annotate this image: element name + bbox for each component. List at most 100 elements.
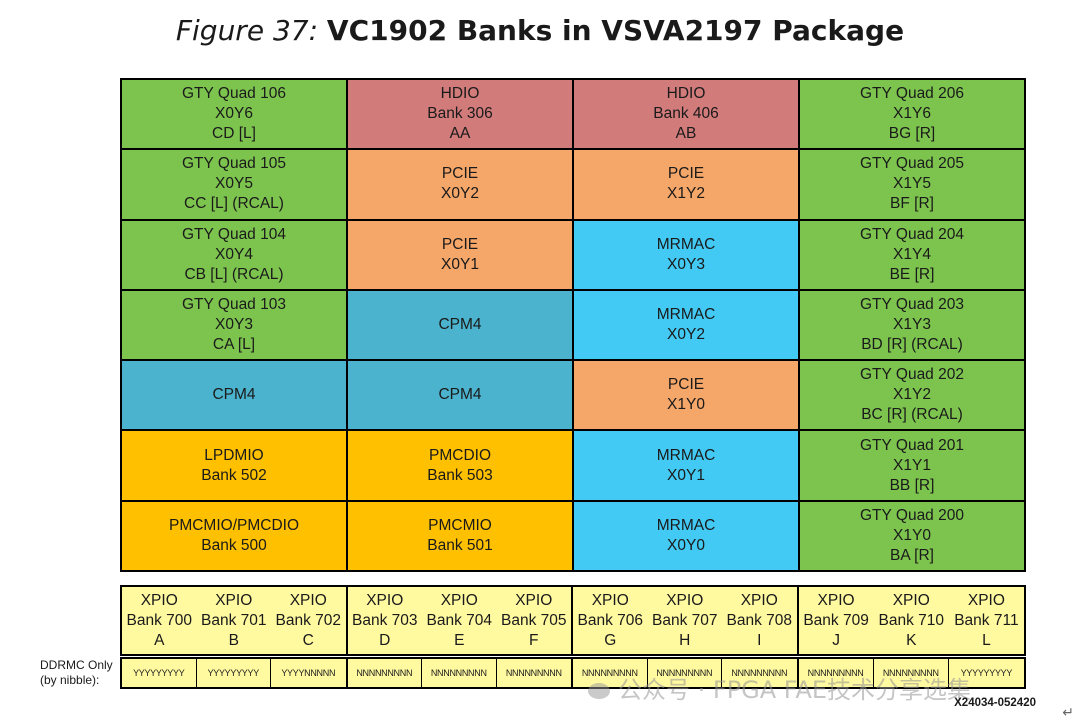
bank-cell-line: GTY Quad 202: [860, 366, 964, 384]
xpio-name: XPIO: [215, 591, 253, 609]
bank-cell-line: X1Y2: [893, 386, 931, 404]
bank-cell-line: Bank 406: [653, 105, 719, 123]
bank-cell-line: CB [L] (RCAL): [184, 265, 284, 283]
xpio-name: XPIO: [366, 591, 404, 609]
ddrmc-nibble: NNNNNNNNN: [505, 668, 562, 678]
xpio-letter: C: [302, 631, 314, 649]
return-icon: ↵: [1062, 704, 1074, 720]
xpio-bank: Bank 705: [501, 611, 567, 629]
ddrmc-nibble: NNNNNNNNN: [422, 659, 497, 687]
bank-cell: HDIO Bank 306 AA: [348, 80, 572, 149]
xpio-name: XPIO: [140, 591, 178, 609]
bank-cell-line: BC [R] (RCAL): [861, 406, 963, 424]
bank-cell-line: X0Y1: [441, 255, 479, 273]
xpio-bank: Bank 701: [201, 611, 267, 629]
xpio-bank: Bank 703: [352, 611, 418, 629]
xpio-name: XPIO: [892, 591, 930, 609]
xpio-group: XPIO Bank 703 D XPIO Bank 704 E XPIO Bank 705 F: [348, 587, 573, 654]
xpio-bank: Bank 702: [275, 611, 342, 629]
xpio-bank: XPIO Bank 701 B: [197, 587, 272, 654]
xpio-name: XPIO: [817, 591, 855, 609]
bank-cell-line: CC [L] (RCAL): [184, 195, 284, 213]
bank-cell: GTY Quad 105 X0Y5 CC [L] (RCAL): [122, 150, 346, 219]
bank-cell: GTY Quad 205 X1Y5 BF [R]: [800, 150, 1024, 219]
bank-cell-line: CPM4: [438, 315, 482, 333]
bank-cell-line: X0Y2: [667, 325, 705, 343]
bank-cell-line: X0Y2: [441, 185, 479, 203]
bank-cell-line: PCIE: [441, 235, 479, 253]
bank-cell: MRMAC X0Y3: [574, 220, 798, 289]
ddrmc-label-line1: DDRMC Only: [40, 658, 113, 672]
xpio-name: XPIO: [591, 591, 629, 609]
bank-cell-line: PCIE: [667, 376, 705, 394]
bank-cell-line: MRMAC: [656, 305, 716, 323]
xpio-letter: I: [757, 631, 762, 649]
xpio-group: XPIO Bank 706 G XPIO Bank 707 H XPIO Bank 708 I: [573, 587, 799, 654]
bank-cell-line: CPM4: [212, 386, 256, 404]
bank-cell-line: Bank 503: [427, 466, 493, 484]
xpio-bank: XPIO Bank 703 D: [348, 587, 423, 654]
xpio-name: XPIO: [666, 591, 704, 609]
xpio-letter: G: [604, 631, 617, 649]
xpio-bank: XPIO Bank 702 C: [271, 587, 346, 654]
xpio-bank-row: XPIO Bank 700 A XPIO Bank 701 B XPIO Bank 702 C X…: [120, 585, 1026, 656]
bank-cell: GTY Quad 204 X1Y4 BE [R]: [800, 220, 1024, 289]
bank-cell-line: X1Y2: [667, 185, 705, 203]
bank-cell-line: X1Y6: [893, 105, 931, 123]
bank-cell-line: X0Y1: [667, 466, 705, 484]
ddrmc-group: NNNNNNNNN NNNNNNNNN YYYYYYYYY: [799, 659, 1025, 687]
bank-cell-line: GTY Quad 200: [860, 506, 964, 524]
bank-cell-line: MRMAC: [656, 516, 716, 534]
ddrmc-nibble: YYYYYYYYY: [960, 668, 1013, 678]
watermark: 公众号 · FPGA FAE技术分享选集: [588, 670, 971, 705]
bank-cell-line: CA [L]: [212, 335, 256, 353]
ddrmc-nibble: NNNNNNNNN: [731, 668, 788, 678]
xpio-name: XPIO: [967, 591, 1005, 609]
bank-cell-line: PMCMIO/PMCDIO: [168, 516, 300, 534]
bank-cell-line: X1Y5: [893, 175, 931, 193]
bank-cell-line: Bank 306: [427, 105, 493, 123]
bank-cell: GTY Quad 202 X1Y2 BC [R] (RCAL): [800, 361, 1024, 430]
bank-cell-line: X0Y3: [667, 255, 705, 273]
xpio-bank: Bank 710: [878, 611, 944, 629]
xpio-letter: A: [154, 631, 165, 649]
xpio-letter: E: [454, 631, 465, 649]
bank-cell-line: X1Y1: [893, 456, 931, 474]
bank-grid: GTY Quad 106 X0Y6 CD [L] HDIO Bank 306 AA HDIO…: [120, 78, 1026, 572]
bank-cell-line: BD [R] (RCAL): [861, 335, 963, 353]
figure-number: Figure 37:: [175, 14, 319, 47]
bank-cell-line: GTY Quad 203: [860, 295, 964, 313]
xpio-name: XPIO: [740, 591, 778, 609]
xpio-letter: L: [982, 631, 991, 649]
xpio-letter: D: [379, 631, 391, 649]
bank-cell-line: PMCDIO: [429, 446, 491, 464]
bank-cell: CPM4: [348, 361, 572, 430]
bank-cell: PCIE X1Y2: [574, 150, 798, 219]
bank-cell-line: GTY Quad 106: [182, 85, 286, 103]
xpio-group: XPIO Bank 709 J XPIO Bank 710 K XPIO Bank 711 L: [799, 587, 1025, 654]
xpio-letter: J: [832, 631, 840, 649]
ddrmc-nibble: NNNNNNNNN: [573, 659, 648, 687]
ddrmc-nibble: YYYYYYYYY: [122, 659, 197, 687]
wechat-logo-icon: [588, 683, 610, 699]
xpio-bank: Bank 708: [726, 611, 793, 629]
xpio-bank: XPIO Bank 709 J: [799, 587, 874, 654]
figure-caption: VC1902 Banks in VSVA2197 Package: [326, 14, 905, 47]
xpio-bank: XPIO Bank 711 L: [949, 587, 1024, 654]
xpio-name: XPIO: [440, 591, 478, 609]
bank-cell-line: CPM4: [438, 386, 482, 404]
bank-cell: GTY Quad 203 X1Y3 BD [R] (RCAL): [800, 290, 1024, 360]
ddrmc-nibble: NNNNNNNNN: [799, 659, 874, 687]
ddrmc-label-line2: (by nibble):: [40, 673, 100, 687]
bank-cell-line: GTY Quad 204: [860, 225, 964, 243]
xpio-bank: XPIO Bank 700 A: [122, 587, 197, 654]
figure-title: Figure 37: VC1902 Banks in VSVA2197 Pack…: [0, 14, 1080, 47]
bank-cell: MRMAC X0Y1: [574, 431, 798, 500]
bank-cell-line: GTY Quad 103: [182, 295, 286, 313]
bank-cell-line: GTY Quad 105: [182, 155, 286, 173]
xpio-bank: Bank 700: [126, 611, 193, 629]
bank-cell-line: X0Y0: [667, 536, 705, 554]
bank-cell: PCIE X0Y1: [348, 220, 572, 289]
bank-cell-line: BB [R]: [889, 476, 935, 494]
bank-cell-line: AB: [675, 125, 697, 143]
